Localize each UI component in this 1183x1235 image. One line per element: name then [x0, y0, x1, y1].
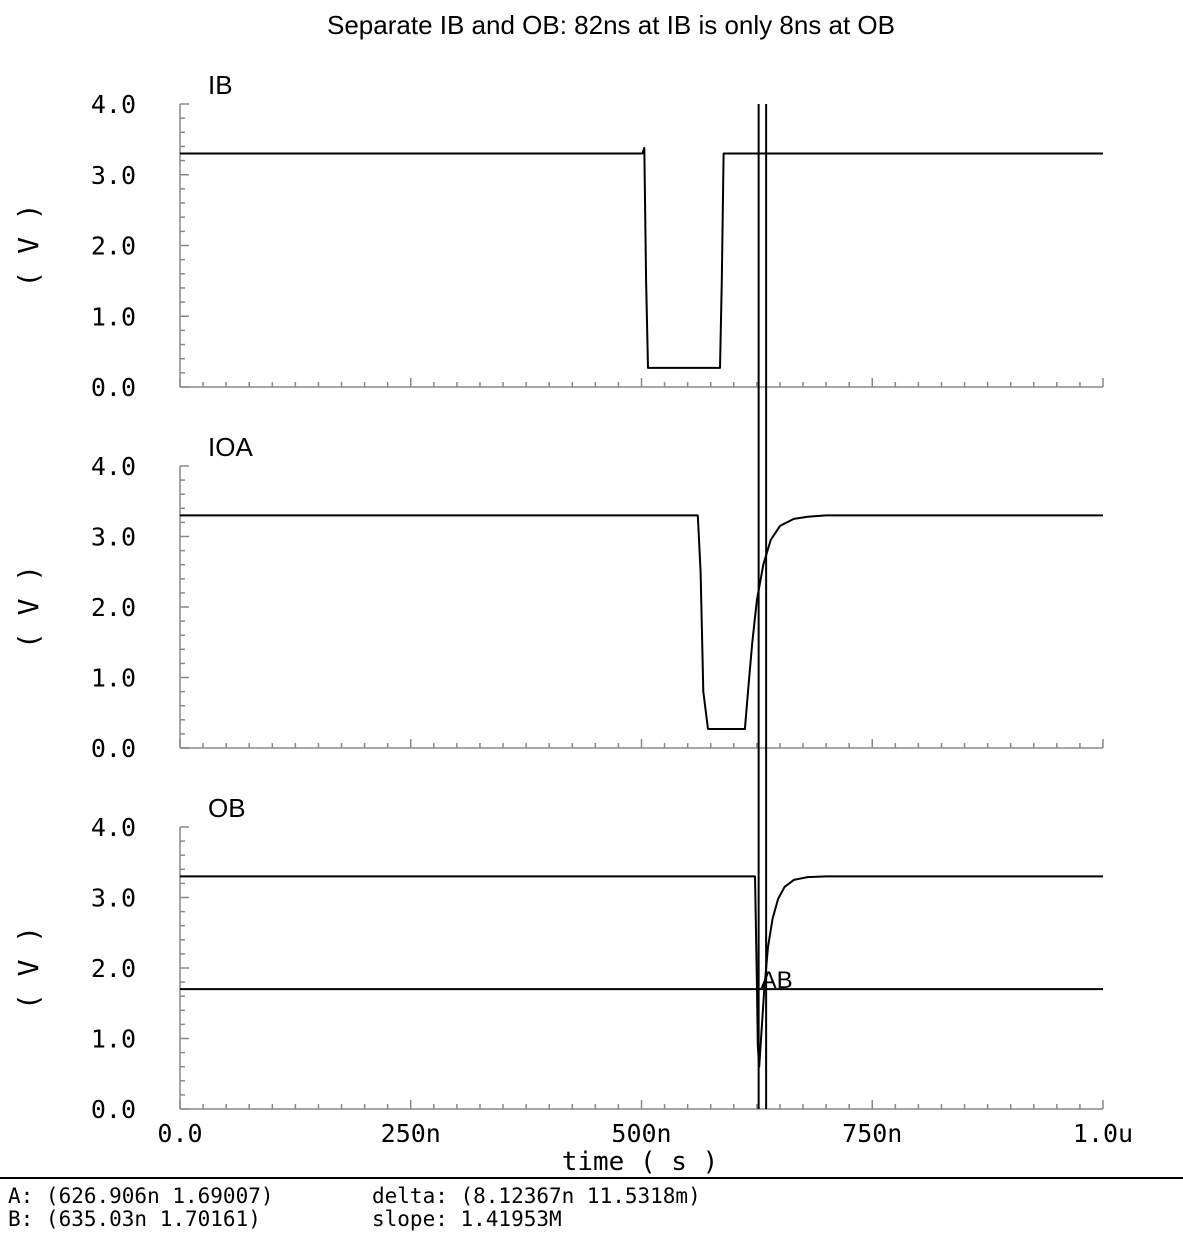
y-tick-label: 2.0 — [91, 954, 136, 983]
cursor-marker-label: AB — [761, 967, 793, 994]
y-tick-label: 2.0 — [91, 593, 136, 622]
x-tick-label: 1.0u — [1073, 1119, 1133, 1148]
y-tick-label: 1.0 — [91, 302, 136, 331]
y-tick-label: 4.0 — [91, 452, 136, 481]
cursor-slope-readout: slope: 1.41953M — [372, 1207, 562, 1231]
panel-ib: 0.0 1.0 2.0 3.0 4.0 ( V ) IB — [12, 70, 1104, 402]
x-tick-label: 500n — [611, 1119, 671, 1148]
x-axis-labels: 0.0 250n 500n 750n 1.0u — [157, 1119, 1133, 1148]
chart-title: Separate IB and OB: 82ns at IB is only 8… — [327, 10, 895, 40]
y-tick-label: 0.0 — [91, 373, 136, 402]
y-axis-title: ( V ) — [12, 565, 45, 649]
x-tick-label: 750n — [842, 1119, 902, 1148]
y-tick-label: 1.0 — [91, 664, 136, 693]
y-tick-label: 1.0 — [91, 1025, 136, 1054]
panel-label-ib: IB — [208, 70, 233, 100]
panels-layer: 0.0 1.0 2.0 3.0 4.0 ( V ) IB 0.0 1.0 2.0 3.0 4.0 ( V… — [12, 70, 1104, 1124]
x-axis-title: time ( s ) — [562, 1147, 719, 1177]
y-tick-label: 2.0 — [91, 232, 136, 261]
y-tick-label: 3.0 — [91, 523, 136, 552]
y-axis-title: ( V ) — [12, 203, 45, 287]
cursor-a-readout: A: (626.906n 1.69007) — [8, 1184, 274, 1208]
y-axis-title: ( V ) — [12, 926, 45, 1010]
y-tick-label: 4.0 — [91, 90, 136, 119]
series-ioa — [180, 514, 1103, 730]
x-tick-label: 0.0 — [157, 1119, 202, 1148]
x-tick-label: 250n — [381, 1119, 441, 1148]
y-tick-label: 0.0 — [91, 1095, 136, 1124]
y-tick-label: 3.0 — [91, 884, 136, 913]
cursor-layer[interactable]: AB — [757, 104, 793, 1109]
panel-ioa: 0.0 1.0 2.0 3.0 4.0 ( V ) IOA — [12, 432, 1104, 763]
y-tick-label: 4.0 — [91, 813, 136, 842]
y-tick-label: 3.0 — [91, 161, 136, 190]
series-ib — [180, 146, 1103, 369]
cursor-delta-readout: delta: (8.12367n 11.5318m) — [372, 1184, 701, 1208]
panel-label-ob: OB — [208, 793, 246, 823]
y-tick-label: 0.0 — [91, 734, 136, 763]
cursor-b-readout: B: (635.03n 1.70161) — [8, 1207, 261, 1231]
series-ob — [180, 875, 1103, 1068]
panel-ob: 0.0 1.0 2.0 3.0 4.0 ( V ) OB — [12, 793, 1104, 1124]
panel-label-ioa: IOA — [208, 432, 253, 462]
